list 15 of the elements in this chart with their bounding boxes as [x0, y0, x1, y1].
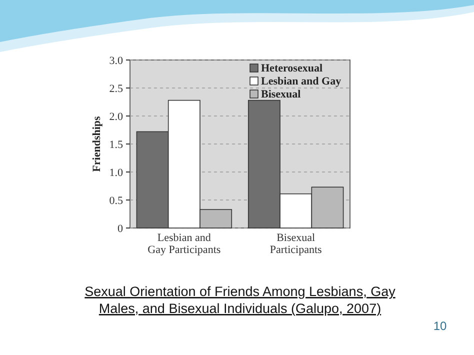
y-tick-label: 1.0	[109, 166, 124, 179]
y-tick-label: 2.0	[109, 110, 124, 123]
y-tick-label: 2.5	[109, 82, 124, 95]
y-tick-label: 1.5	[109, 138, 124, 151]
x-tick-label: Bisexual Participants	[270, 232, 322, 256]
legend-label: Bisexual	[261, 88, 301, 100]
legend-label: Heterosexual	[261, 62, 323, 74]
y-tick-label: 0	[118, 222, 124, 235]
text: 10	[433, 319, 447, 333]
y-tick-label: 3.0	[109, 54, 124, 67]
y-axis-title: Friendships	[91, 115, 103, 172]
y-tick-label: 0.5	[109, 194, 124, 207]
legend-label: Lesbian and Gay	[261, 76, 342, 88]
text: Sexual Orientation of Friends Among Lesbians, Gay Males, and Bisexual Individuals (Galupo, 2007)	[84, 284, 396, 316]
x-tick-label: Lesbian and Gay Participants	[148, 232, 221, 256]
